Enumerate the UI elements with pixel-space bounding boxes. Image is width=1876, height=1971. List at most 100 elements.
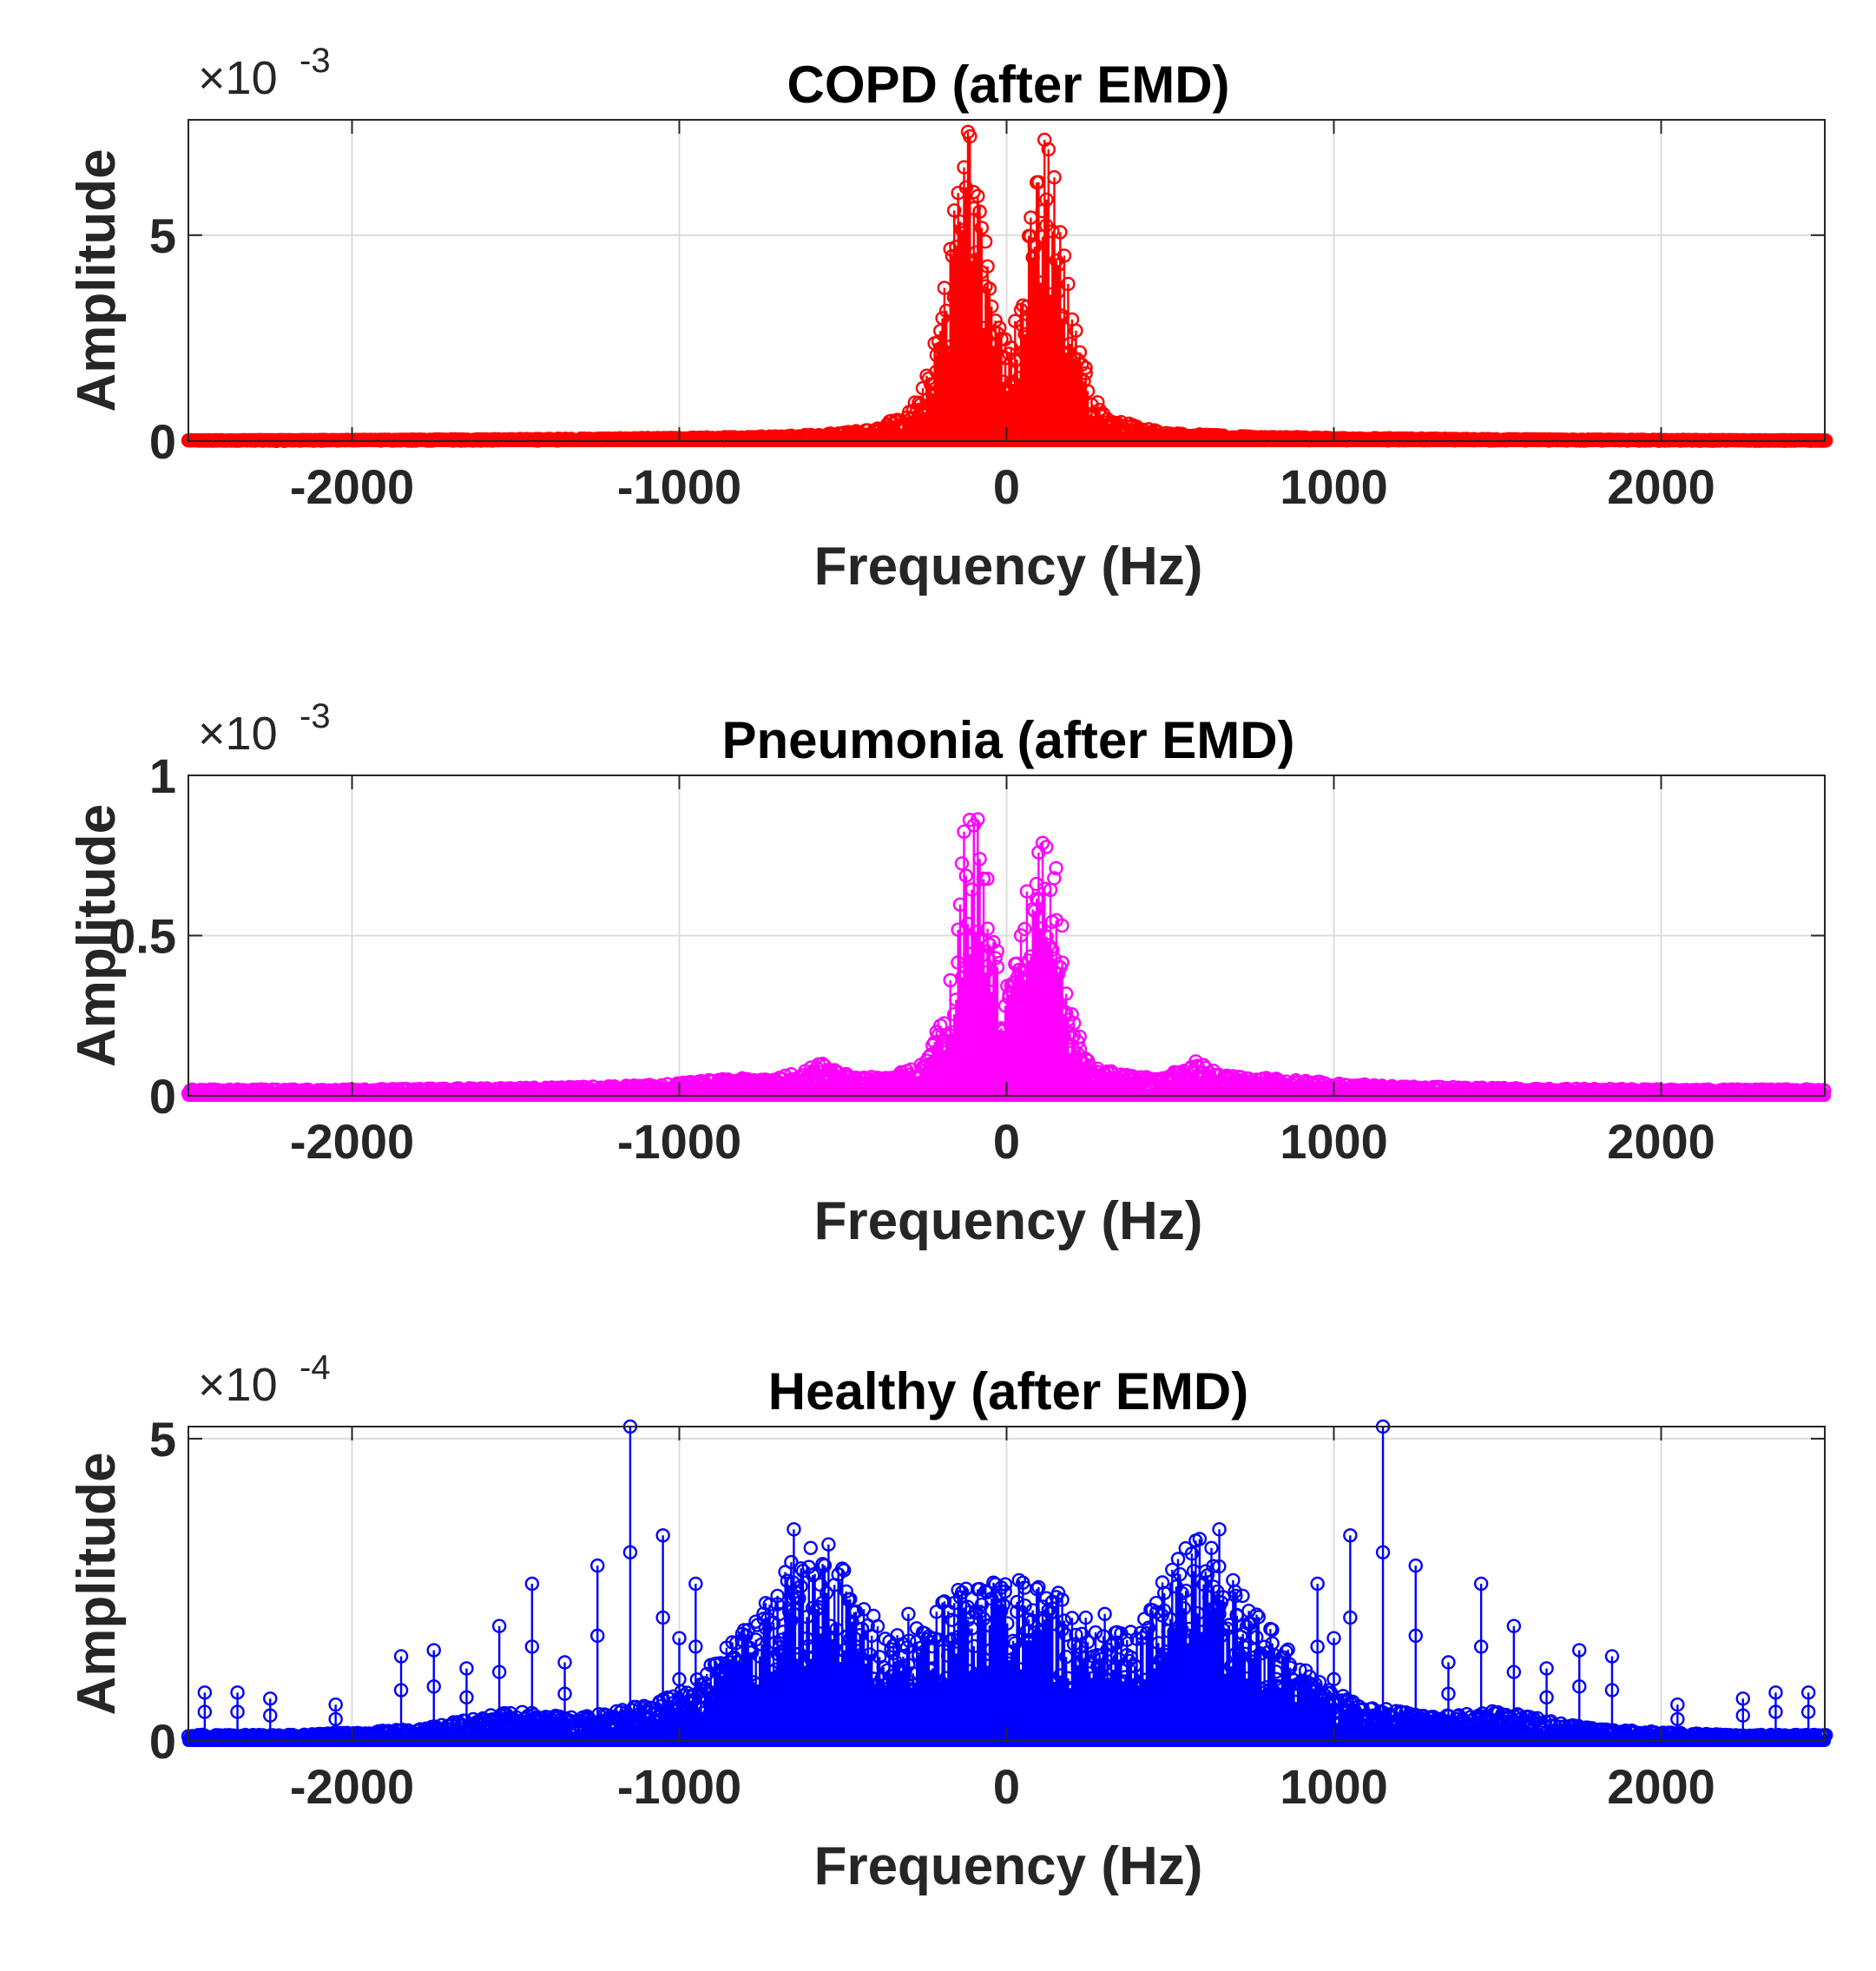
healthy-x-tick-label: -2000: [290, 1759, 414, 1814]
healthy-spike-marker: [263, 1691, 278, 1706]
copd-panel: -2000 -1000 0 1000 2000 0 5 COPD (after EMD) F…: [67, 42, 1833, 597]
healthy-spike-marker: [787, 1606, 801, 1622]
healthy-spike-marker: [524, 1576, 540, 1592]
healthy-spike-marker: [459, 1690, 474, 1705]
healthy-spike-marker: [197, 1685, 213, 1700]
healthy-spike-marker: [1735, 1691, 1750, 1706]
healthy-spike-marker: [901, 1658, 916, 1672]
healthy-spike-marker: [263, 1708, 278, 1723]
healthy-spike-marker: [1572, 1643, 1587, 1658]
healthy-spike-marker: [1326, 1631, 1341, 1645]
healthy-spike-marker: [1604, 1683, 1620, 1697]
healthy-spike-marker: [901, 1606, 916, 1622]
healthy-spike-marker: [1572, 1679, 1587, 1694]
healthy-spike-marker: [590, 1558, 605, 1573]
healthy-spike-marker: [688, 1639, 703, 1654]
healthy-spike-marker: [1408, 1558, 1423, 1573]
healthy-spike-marker: [1473, 1576, 1489, 1592]
copd-y-tick-label: 5: [149, 208, 176, 263]
healthy-spike-marker: [1441, 1686, 1456, 1701]
healthy-spike-marker: [557, 1686, 572, 1701]
healthy-spike-marker: [1441, 1655, 1456, 1670]
healthy-spike-marker: [1228, 1588, 1243, 1604]
healthy-spike-marker: [491, 1664, 507, 1679]
healthy-spike-marker: [1539, 1661, 1554, 1676]
pneumonia-y-axis-label: Amplitude: [67, 804, 127, 1067]
copd-x-tick-label: 0: [993, 459, 1020, 514]
healthy-spike-marker: [491, 1618, 507, 1633]
healthy-spike-marker: [1212, 1522, 1227, 1537]
healthy-spike-marker: [524, 1639, 540, 1654]
healthy-spike-marker: [1768, 1704, 1783, 1719]
healthy-exponent-base: ×10: [198, 1359, 278, 1411]
healthy-spike-marker: [393, 1649, 409, 1664]
healthy-spike-marker: [1800, 1704, 1816, 1719]
healthy-spike-marker: [557, 1655, 572, 1670]
healthy-spike-marker: [590, 1628, 605, 1644]
pneumonia-exponent-value: -3: [300, 697, 331, 735]
copd-x-tick-label: -2000: [290, 459, 414, 514]
healthy-spike-marker: [1408, 1628, 1423, 1644]
copd-x-tick-label: 2000: [1607, 459, 1715, 514]
copd-y-tick-label: 0: [149, 414, 176, 469]
copd-y-axis-label: Amplitude: [67, 148, 127, 412]
pneumonia-x-axis-label: Frequency (Hz): [814, 1191, 1203, 1251]
healthy-spike-marker: [328, 1711, 343, 1727]
healthy-spike-marker: [1212, 1606, 1227, 1622]
healthy-spike-marker: [787, 1522, 801, 1537]
healthy-spike-marker: [655, 1528, 670, 1543]
healthy-spike-marker: [655, 1610, 670, 1625]
healthy-x-tick-label: 1000: [1280, 1759, 1388, 1814]
healthy-spike-marker: [672, 1631, 687, 1645]
healthy-spike-marker: [1473, 1639, 1489, 1654]
healthy-spike-marker: [1097, 1658, 1112, 1672]
healthy-spike-marker: [1604, 1649, 1620, 1664]
healthy-spike-marker: [230, 1704, 245, 1719]
healthy-spike-marker: [770, 1588, 785, 1604]
healthy-ticks: -2000 -1000 0 1000 2000 0 5: [149, 1412, 1825, 1814]
pneumonia-ticks: -2000 -1000 0 1000 2000 0 0.5 1: [109, 748, 1825, 1169]
healthy-panel: -2000 -1000 0 1000 2000 0 5 Healthy (after EMD…: [67, 1348, 1833, 1896]
copd-x-axis-label: Frequency (Hz): [814, 537, 1203, 597]
healthy-y-axis-label: Amplitude: [67, 1452, 127, 1715]
healthy-spike-marker: [1228, 1646, 1243, 1661]
healthy-y-tick-label: 5: [149, 1412, 176, 1467]
healthy-spike-marker: [328, 1697, 343, 1712]
healthy-spike-marker: [1343, 1610, 1358, 1625]
copd-exponent-base: ×10: [198, 52, 278, 104]
pneumonia-panel: -2000 -1000 0 1000 2000 0 0.5 1 Pneumonia (afte…: [67, 697, 1832, 1251]
healthy-spike-marker: [770, 1646, 785, 1661]
copd-ticks: -2000 -1000 0 1000 2000 0 5: [149, 120, 1825, 514]
healthy-spike-marker: [1097, 1606, 1112, 1622]
healthy-spike-marker: [1326, 1671, 1341, 1687]
healthy-exponent-value: -4: [300, 1348, 331, 1387]
healthy-title: Healthy (after EMD): [768, 1362, 1248, 1421]
healthy-x-tick-label: 0: [993, 1759, 1020, 1814]
healthy-spike-marker: [1670, 1711, 1685, 1727]
healthy-spike-marker: [197, 1704, 213, 1719]
healthy-spike-marker: [1735, 1708, 1750, 1723]
healthy-spike-marker: [459, 1661, 474, 1676]
healthy-x-axis-label: Frequency (Hz): [814, 1836, 1203, 1896]
copd-x-tick-label: -1000: [617, 459, 741, 514]
healthy-spike-marker: [1768, 1685, 1783, 1700]
healthy-spike-marker: [1343, 1528, 1358, 1543]
pneumonia-x-tick-label: -1000: [617, 1114, 741, 1169]
copd-x-tick-label: 1000: [1280, 459, 1388, 514]
pneumonia-y-tick-label: 0: [149, 1069, 176, 1124]
healthy-spike-marker: [1670, 1697, 1685, 1712]
healthy-spike-marker: [393, 1683, 409, 1697]
pneumonia-x-tick-label: -2000: [290, 1114, 414, 1169]
healthy-spike-marker: [1310, 1576, 1325, 1592]
copd-title: COPD (after EMD): [787, 56, 1229, 114]
healthy-spike-marker: [1539, 1690, 1554, 1705]
healthy-spike-marker: [426, 1679, 441, 1694]
pneumonia-x-tick-label: 0: [993, 1114, 1020, 1169]
healthy-spike-marker: [1506, 1664, 1522, 1679]
healthy-spike-marker: [1506, 1618, 1522, 1633]
pneumonia-title: Pneumonia (after EMD): [721, 711, 1294, 769]
healthy-x-tick-label: -1000: [617, 1759, 741, 1814]
copd-exponent-value: -3: [300, 42, 331, 80]
healthy-spike-marker: [622, 1545, 638, 1560]
